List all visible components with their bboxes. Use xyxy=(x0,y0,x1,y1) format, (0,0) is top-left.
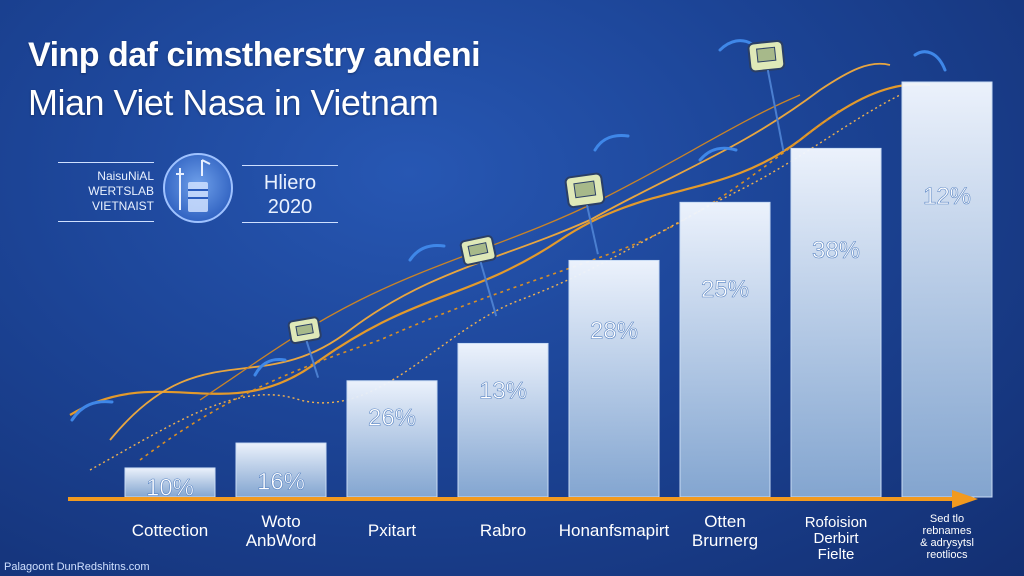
trend-line xyxy=(139,109,841,461)
category-label: Woto xyxy=(261,512,300,531)
category-label: & adrysytsl xyxy=(920,537,974,549)
monitor-icon xyxy=(287,316,322,378)
monitor-icons xyxy=(287,39,786,378)
category-label: Pxitart xyxy=(368,521,416,540)
category-label: Rofoision xyxy=(805,514,868,531)
data-label: 38% xyxy=(812,237,860,264)
bar xyxy=(790,147,882,498)
trend-line xyxy=(109,62,891,441)
data-label: 25% xyxy=(701,276,749,303)
data-label: 13% xyxy=(479,377,527,404)
badge-right-year: 2020 xyxy=(267,196,313,218)
badge-left-line: VIETNAIST xyxy=(91,199,154,213)
monitor-icon xyxy=(459,235,498,317)
category-label: Derbirt xyxy=(813,530,859,547)
bar xyxy=(124,467,216,498)
category-label: Fielte xyxy=(818,546,855,563)
bar xyxy=(568,259,660,498)
category-label: AnbWord xyxy=(246,531,317,550)
monitor-icon xyxy=(564,172,606,255)
category-label: Honanfsmapirt xyxy=(559,521,670,540)
chart-title-line-1: Vinp daf cimstherstry andeni xyxy=(28,36,481,74)
category-label: reotliocs xyxy=(927,549,968,561)
category-label: Rabro xyxy=(480,521,526,540)
badge-left-line: NaisuNiAL xyxy=(97,169,154,183)
badge-left: NaisuNiAL WERTSLAB VIETNAIST xyxy=(58,162,154,222)
monitor-icon xyxy=(747,39,786,152)
data-label: 26% xyxy=(368,404,416,431)
data-label: 16% xyxy=(257,469,305,496)
decorative-swooshes xyxy=(70,39,947,422)
bars-group xyxy=(124,81,993,498)
x-axis xyxy=(68,490,978,508)
data-label: 12% xyxy=(923,183,971,210)
bar xyxy=(901,81,993,498)
footer-credit: Palagoont DunRedshitns.com xyxy=(4,561,150,573)
badge-right-line: Hliero xyxy=(263,172,317,194)
category-label: Brurnerg xyxy=(692,531,758,550)
category-label: rebnames xyxy=(923,525,972,537)
category-label: Sed tlo xyxy=(930,513,964,525)
emblem-icon xyxy=(163,153,233,223)
bar xyxy=(346,380,438,498)
chart-title-line-2: Mian Viet Nasa in Vietnam xyxy=(28,82,439,123)
category-label: Otten xyxy=(704,512,746,531)
bar xyxy=(457,342,549,498)
bar xyxy=(235,442,327,498)
trend-line xyxy=(89,94,901,471)
badge-left-line: WERTSLAB xyxy=(88,184,154,198)
data-labels-group: 10% 16%26%13%28%25%38%12% xyxy=(146,183,972,502)
badge-right: Hliero 2020 xyxy=(242,165,338,223)
data-label: 28% xyxy=(590,318,638,345)
bar xyxy=(679,201,771,498)
category-label: Cottection xyxy=(132,521,209,540)
